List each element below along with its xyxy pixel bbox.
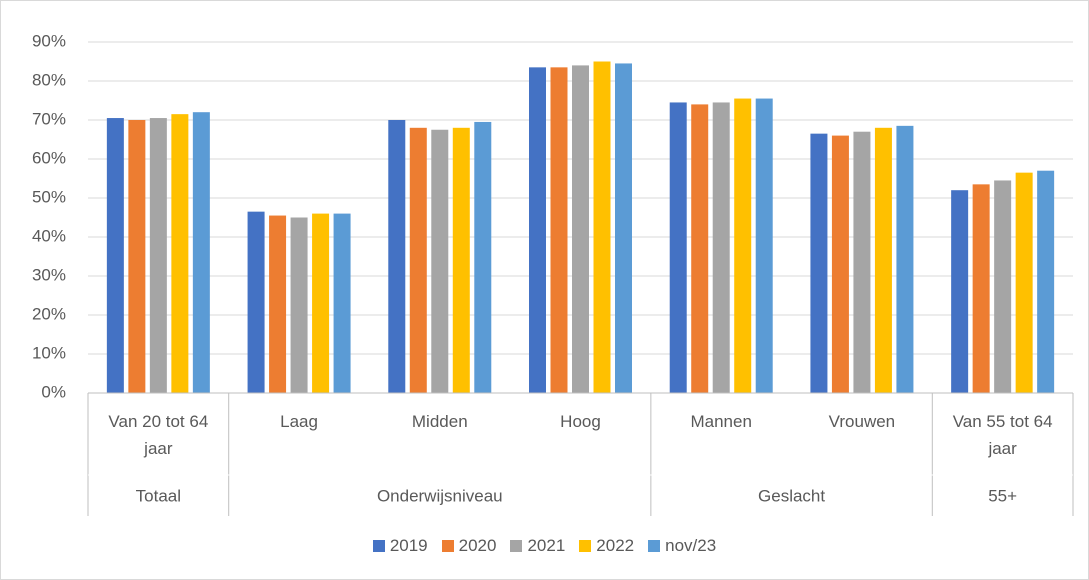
bar <box>853 131 871 393</box>
bar <box>431 129 449 393</box>
x-tick-label: Hoog <box>560 412 601 431</box>
bar <box>474 121 492 393</box>
bar <box>831 135 849 393</box>
bar <box>128 120 146 393</box>
bar <box>874 127 892 394</box>
legend-swatch <box>579 540 592 552</box>
bar <box>247 211 265 393</box>
x-tick-label: Midden <box>411 412 468 431</box>
bar <box>333 213 351 393</box>
bar <box>171 114 189 394</box>
x-tick-label: Van 20 tot 64 jaar <box>108 412 209 458</box>
legend-item: nov/23 <box>648 536 716 556</box>
bar <box>951 190 969 393</box>
bar <box>896 125 914 393</box>
bar <box>810 133 828 393</box>
y-tick-label: 60% <box>32 148 66 167</box>
x-tick-label: Laag <box>280 412 318 431</box>
legend-label: 2020 <box>458 536 497 555</box>
legend-item: 2022 <box>579 536 634 556</box>
x-tick-label: Vrouwen <box>828 412 896 431</box>
group-label: Geslacht <box>758 486 825 505</box>
bar <box>615 63 632 393</box>
group-label: Onderwijsniveau <box>377 486 503 505</box>
bar <box>388 120 406 393</box>
legend-item: 2019 <box>372 536 428 556</box>
y-tick-label: 40% <box>32 226 66 245</box>
bar <box>550 67 568 393</box>
legend-label: 2021 <box>527 536 566 555</box>
bar <box>269 215 287 393</box>
bar <box>593 61 611 393</box>
bar <box>1037 170 1055 393</box>
bar <box>149 118 167 394</box>
y-tick-label: 20% <box>32 304 66 323</box>
bar <box>529 67 546 393</box>
legend-swatch <box>441 540 454 552</box>
legend-swatch <box>648 540 661 552</box>
y-tick-label: 90% <box>32 31 66 50</box>
bar <box>192 112 210 393</box>
legend-label: 2019 <box>389 536 428 555</box>
bar <box>290 217 308 393</box>
bar <box>572 65 589 394</box>
x-tick-label: Mannen <box>690 412 752 431</box>
legend-item: 2021 <box>510 536 565 556</box>
legend: 2019 2020 2021 2022 nov/23 <box>0 536 1089 556</box>
legend-swatch <box>372 540 385 552</box>
bar <box>712 102 730 393</box>
y-tick-label: 10% <box>32 343 66 362</box>
legend-item: 2020 <box>441 536 497 556</box>
x-tick-label: Van 55 tot 64 jaar <box>952 412 1053 458</box>
y-tick-label: 30% <box>32 265 66 284</box>
bar <box>734 98 752 394</box>
bar <box>755 98 773 394</box>
legend-swatch <box>510 540 523 552</box>
legend-label: 2022 <box>596 536 635 555</box>
bar <box>669 102 687 393</box>
bar <box>972 184 990 393</box>
y-tick-label: 0% <box>41 382 66 401</box>
bar <box>994 180 1012 393</box>
bar <box>312 213 330 393</box>
group-label: 55+ <box>988 486 1017 505</box>
bar <box>106 118 124 394</box>
y-tick-label: 70% <box>32 109 66 128</box>
bar <box>409 127 427 394</box>
y-tick-label: 80% <box>32 70 66 89</box>
legend-label: nov/23 <box>665 536 717 555</box>
group-label: Totaal <box>136 486 181 505</box>
bar <box>691 104 709 394</box>
bar <box>452 127 470 394</box>
y-tick-label: 50% <box>32 187 66 206</box>
bar <box>1015 172 1033 393</box>
